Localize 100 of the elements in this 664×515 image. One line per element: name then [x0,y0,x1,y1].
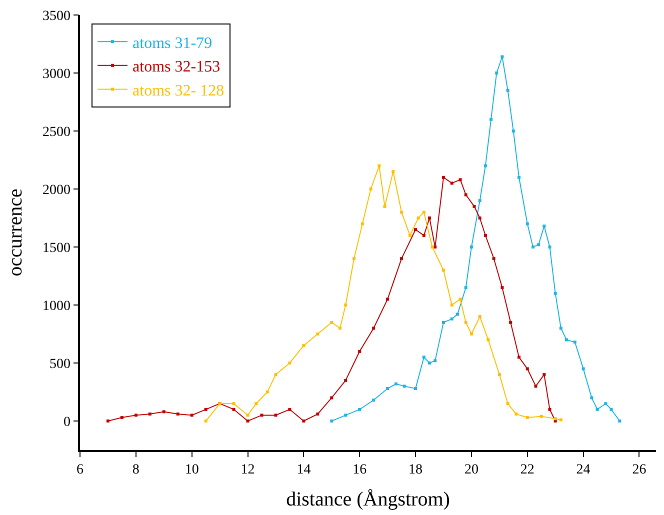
point [414,228,418,232]
y-tick-label: 500 [49,356,70,372]
point [254,402,258,406]
point [204,408,208,411]
point [120,416,124,420]
point [274,414,278,417]
point [266,390,269,394]
point [372,398,376,402]
y-tick-label: 2500 [42,124,70,140]
point [506,402,510,406]
y-tick-label: 1000 [42,298,70,314]
point [344,414,348,417]
point [478,199,482,202]
point [148,412,152,416]
point [430,246,434,248]
point [176,412,180,416]
point [495,72,498,74]
y-tick-label: 3000 [42,66,70,82]
point [596,408,599,411]
point [316,332,320,336]
point [400,210,404,214]
point [330,320,334,324]
point [582,367,585,370]
point [472,204,476,208]
point [514,412,518,416]
legend-label: atoms 32- 128 [132,82,224,100]
point [470,332,473,336]
point [464,286,468,290]
point [526,367,529,370]
point [316,412,320,416]
point [422,356,426,359]
point [565,338,568,342]
x-tick-label: 12 [240,462,255,478]
point [470,246,473,248]
point [392,170,395,174]
point [450,182,454,185]
y-tick-label: 3500 [42,8,70,24]
x-tick-label: 18 [408,462,423,478]
x-axis-title: distance (Ångstrom) [286,488,450,511]
x-tick-label: 24 [576,462,590,478]
point [450,317,454,320]
point [434,359,437,362]
y-tick-label: 1500 [42,240,70,256]
point [414,387,418,390]
point [450,304,454,306]
point [400,257,404,260]
point [386,387,390,390]
point [402,384,406,388]
point [246,414,250,417]
point [358,350,362,353]
point [464,193,468,196]
point [548,408,552,411]
point [610,408,613,411]
point [330,396,334,400]
x-tick-label: 14 [296,462,311,478]
point [618,420,622,422]
point [484,164,487,168]
point [604,402,608,406]
x-tick-label: 16 [352,462,367,478]
point [573,340,576,344]
point [288,362,292,364]
point [559,418,562,422]
point [442,268,445,272]
point [554,417,557,420]
point [422,234,426,237]
legend-label: atoms 31-79 [132,34,212,52]
point [378,164,381,168]
point [344,378,348,382]
point [302,420,306,422]
x-tick-label: 8 [132,462,140,478]
point [490,118,493,121]
point [542,224,546,228]
point [486,338,490,342]
point [464,320,468,324]
point [260,414,264,417]
point [408,234,412,237]
point [344,304,348,306]
legend-label: atoms 32-153 [132,58,220,76]
x-tick-label: 6 [76,462,84,478]
x-tick-label: 10 [184,462,199,478]
point [204,420,208,422]
y-axis-title: occurrence [4,188,26,276]
point [537,243,540,246]
point [134,414,138,417]
point [352,257,356,260]
point [330,420,334,422]
point [442,176,445,179]
point [517,356,520,359]
y-tick-label: 0 [63,414,70,430]
point [190,414,194,417]
point [338,326,342,330]
point [517,176,520,179]
point [542,373,546,376]
point [492,257,496,260]
point [590,396,594,400]
point [232,402,236,406]
point [288,408,292,411]
point [548,246,552,248]
point [106,420,110,422]
point [484,234,487,237]
